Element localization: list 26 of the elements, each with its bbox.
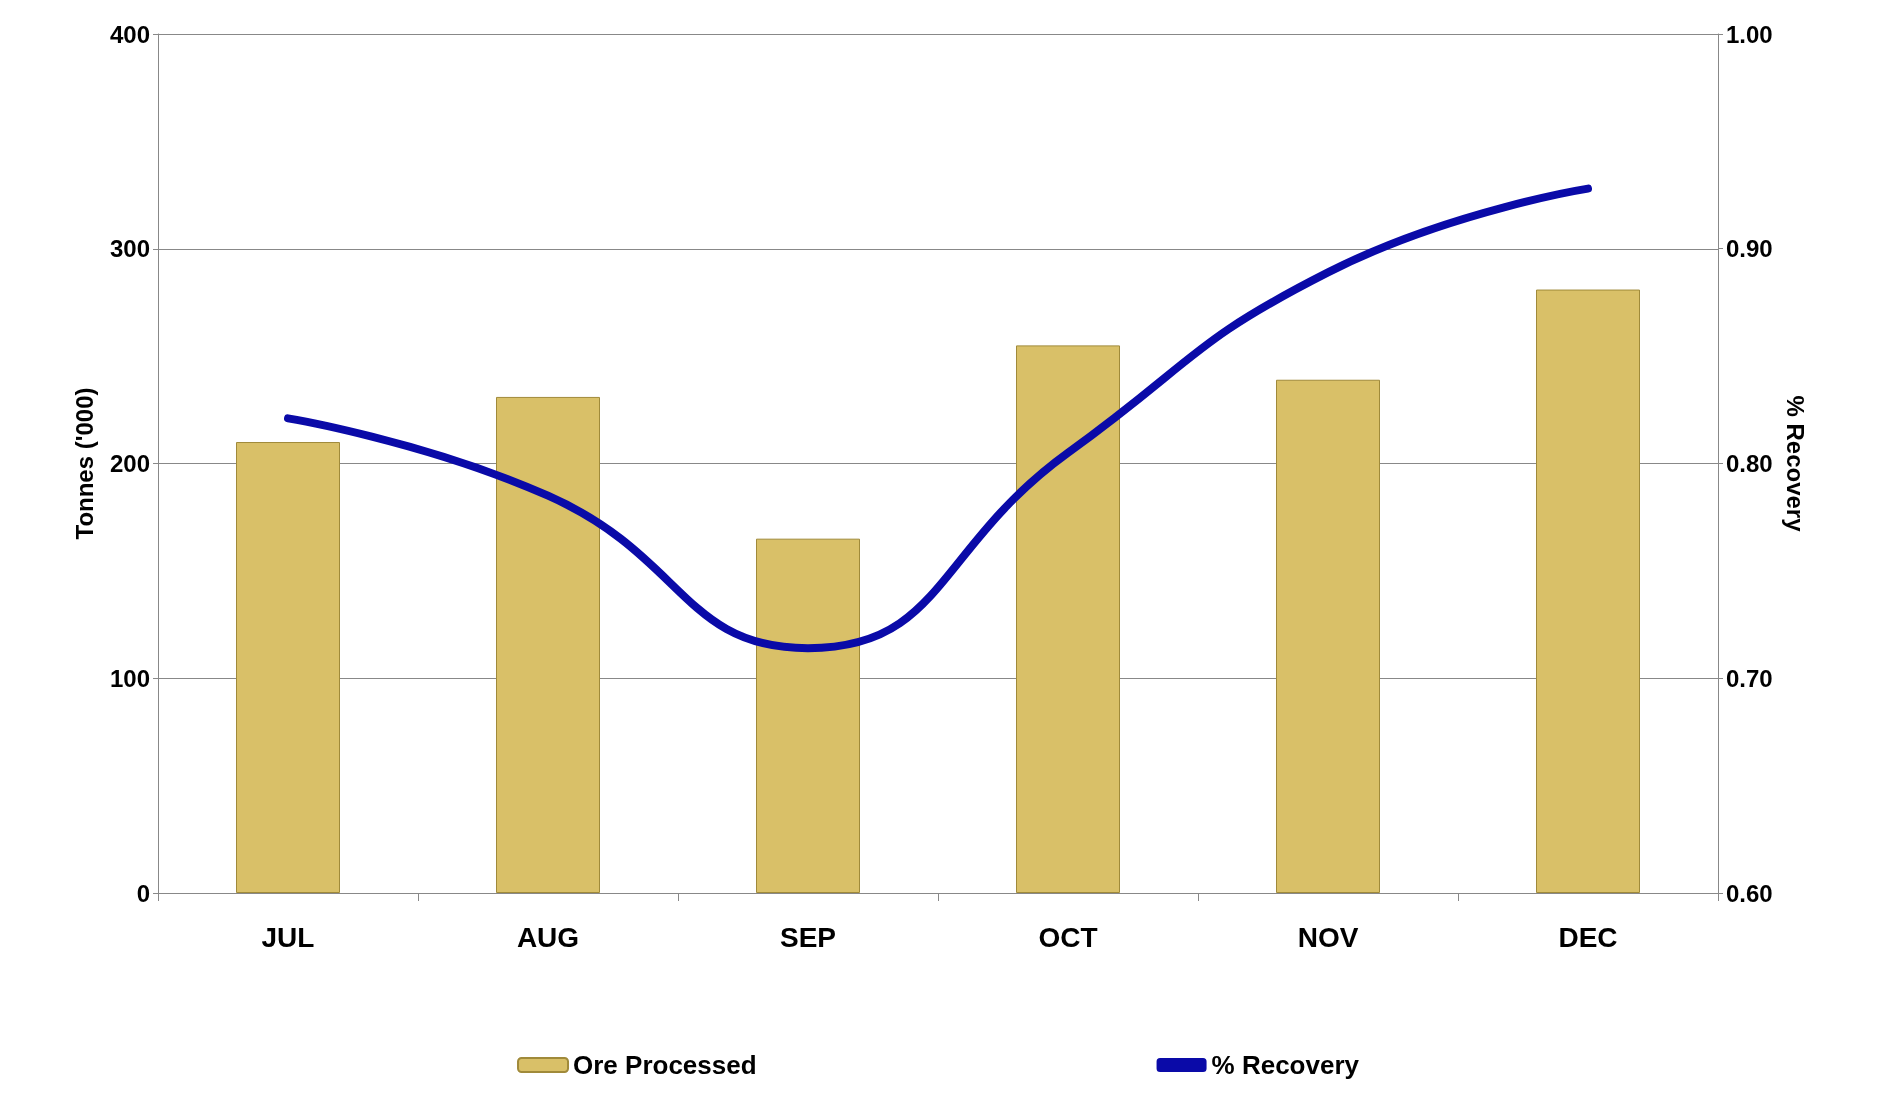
bar	[1016, 345, 1120, 893]
x-tick-label: AUG	[516, 921, 580, 953]
y-tick-label: 0	[136, 879, 150, 907]
bar	[756, 538, 860, 893]
y-axis-title: Tonnes ('000)	[70, 387, 98, 540]
legend-label: Ore Processed	[573, 1050, 757, 1080]
x-tick-label: DEC	[1558, 921, 1618, 953]
legend-label: % Recovery	[1211, 1050, 1360, 1080]
y2-tick-label: 0.80	[1726, 450, 1773, 477]
y-tick-label: 100	[109, 664, 150, 692]
y2-tick-label: 0.60	[1726, 879, 1773, 907]
x-tick-label: NOV	[1297, 921, 1359, 953]
bar	[1276, 379, 1380, 893]
y2-axis-title: % Recovery	[1782, 395, 1810, 533]
x-tick-label: JUL	[261, 921, 315, 953]
bar	[236, 442, 340, 893]
y2-tick-label: 1.00	[1726, 20, 1773, 48]
y-tick-label: 300	[109, 235, 150, 263]
x-tick-label: SEP	[779, 921, 837, 953]
y-tick-label: 400	[109, 20, 150, 48]
y-tick-label: 200	[109, 450, 150, 477]
y2-tick-label: 0.90	[1726, 235, 1773, 263]
bar	[1536, 289, 1640, 893]
bar	[496, 396, 600, 893]
x-tick-label: OCT	[1038, 921, 1098, 953]
y2-tick-label: 0.70	[1726, 664, 1773, 692]
